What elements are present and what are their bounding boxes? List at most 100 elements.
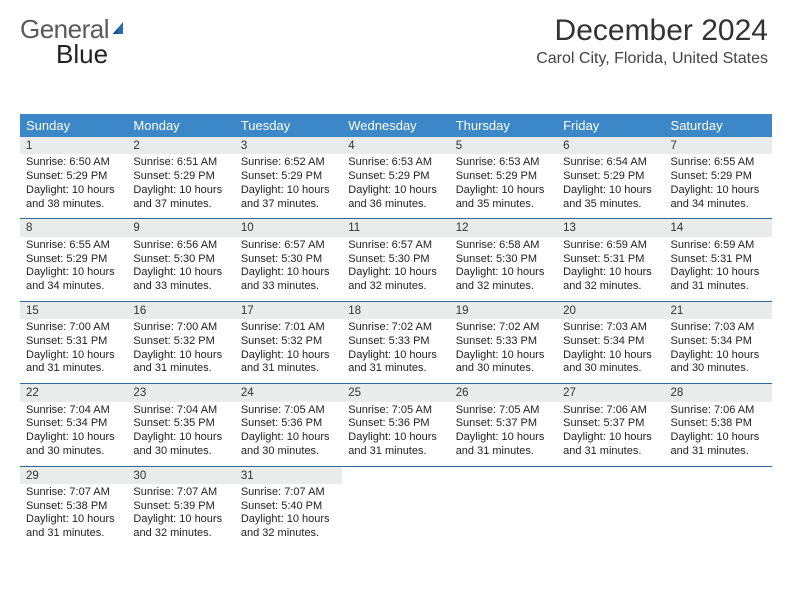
- sunrise-text: Sunrise: 6:59 AM: [563, 239, 658, 253]
- sunrise-text: Sunrise: 6:57 AM: [348, 239, 443, 253]
- day-number: 1: [20, 137, 127, 154]
- sunset-text: Sunset: 5:33 PM: [456, 335, 551, 349]
- sunset-text: Sunset: 5:29 PM: [563, 170, 658, 184]
- day-cell: Sunrise: 7:05 AMSunset: 5:37 PMDaylight:…: [450, 402, 557, 467]
- daylight-text: Daylight: 10 hours and 31 minutes.: [563, 431, 658, 459]
- sunrise-text: Sunrise: 6:50 AM: [26, 156, 121, 170]
- day-cell: Sunrise: 7:07 AMSunset: 5:39 PMDaylight:…: [127, 484, 234, 548]
- daylight-text: Daylight: 10 hours and 31 minutes.: [133, 349, 228, 377]
- daylight-text: Daylight: 10 hours and 30 minutes.: [671, 349, 766, 377]
- daylight-text: Daylight: 10 hours and 38 minutes.: [26, 184, 121, 212]
- day-cell: Sunrise: 6:58 AMSunset: 5:30 PMDaylight:…: [450, 237, 557, 302]
- calendar-body: 1234567Sunrise: 6:50 AMSunset: 5:29 PMDa…: [20, 137, 772, 548]
- day-number: 19: [450, 302, 557, 319]
- day-number: 15: [20, 302, 127, 319]
- sunrise-text: Sunrise: 7:04 AM: [133, 404, 228, 418]
- day-content-row: Sunrise: 7:00 AMSunset: 5:31 PMDaylight:…: [20, 319, 772, 384]
- sail-icon: [111, 18, 128, 38]
- sunset-text: Sunset: 5:35 PM: [133, 417, 228, 431]
- day-number: 4: [342, 137, 449, 154]
- sunset-text: Sunset: 5:36 PM: [348, 417, 443, 431]
- day-number: 16: [127, 302, 234, 319]
- daylight-text: Daylight: 10 hours and 31 minutes.: [348, 431, 443, 459]
- day-content-row: Sunrise: 7:04 AMSunset: 5:34 PMDaylight:…: [20, 402, 772, 467]
- sunrise-text: Sunrise: 6:53 AM: [456, 156, 551, 170]
- day-number: [450, 467, 557, 484]
- day-number-row: 15161718192021: [20, 302, 772, 319]
- sunset-text: Sunset: 5:32 PM: [133, 335, 228, 349]
- day-content-row: Sunrise: 6:50 AMSunset: 5:29 PMDaylight:…: [20, 154, 772, 219]
- day-number: 24: [235, 384, 342, 401]
- sunset-text: Sunset: 5:33 PM: [348, 335, 443, 349]
- weekday-header: Saturday: [665, 114, 772, 137]
- sunrise-text: Sunrise: 7:06 AM: [563, 404, 658, 418]
- day-number-row: 1234567: [20, 137, 772, 154]
- day-number: [342, 467, 449, 484]
- page-title: December 2024: [536, 14, 768, 48]
- day-number: 29: [20, 467, 127, 484]
- daylight-text: Daylight: 10 hours and 37 minutes.: [241, 184, 336, 212]
- daylight-text: Daylight: 10 hours and 30 minutes.: [26, 431, 121, 459]
- sunset-text: Sunset: 5:30 PM: [456, 253, 551, 267]
- daylight-text: Daylight: 10 hours and 33 minutes.: [133, 266, 228, 294]
- daylight-text: Daylight: 10 hours and 30 minutes.: [241, 431, 336, 459]
- day-cell: Sunrise: 6:52 AMSunset: 5:29 PMDaylight:…: [235, 154, 342, 219]
- page-subtitle: Carol City, Florida, United States: [536, 50, 768, 68]
- day-content-row: Sunrise: 7:07 AMSunset: 5:38 PMDaylight:…: [20, 484, 772, 548]
- sunset-text: Sunset: 5:36 PM: [241, 417, 336, 431]
- sunrise-text: Sunrise: 6:57 AM: [241, 239, 336, 253]
- day-cell: Sunrise: 7:00 AMSunset: 5:32 PMDaylight:…: [127, 319, 234, 384]
- sunrise-text: Sunrise: 7:01 AM: [241, 321, 336, 335]
- day-number: 2: [127, 137, 234, 154]
- day-number: 13: [557, 219, 664, 236]
- sunset-text: Sunset: 5:34 PM: [26, 417, 121, 431]
- day-cell: Sunrise: 6:55 AMSunset: 5:29 PMDaylight:…: [20, 237, 127, 302]
- daylight-text: Daylight: 10 hours and 37 minutes.: [133, 184, 228, 212]
- sunrise-text: Sunrise: 7:03 AM: [671, 321, 766, 335]
- day-number: 11: [342, 219, 449, 236]
- day-number: 21: [665, 302, 772, 319]
- day-cell: Sunrise: 6:57 AMSunset: 5:30 PMDaylight:…: [342, 237, 449, 302]
- day-cell: [557, 484, 664, 548]
- day-number: 18: [342, 302, 449, 319]
- day-cell: Sunrise: 7:00 AMSunset: 5:31 PMDaylight:…: [20, 319, 127, 384]
- day-cell: Sunrise: 6:53 AMSunset: 5:29 PMDaylight:…: [450, 154, 557, 219]
- day-number: 17: [235, 302, 342, 319]
- daylight-text: Daylight: 10 hours and 32 minutes.: [456, 266, 551, 294]
- day-number: [665, 467, 772, 484]
- sunset-text: Sunset: 5:32 PM: [241, 335, 336, 349]
- day-cell: Sunrise: 7:01 AMSunset: 5:32 PMDaylight:…: [235, 319, 342, 384]
- logo-text-2: Blue: [56, 39, 108, 69]
- daylight-text: Daylight: 10 hours and 34 minutes.: [671, 184, 766, 212]
- day-cell: Sunrise: 6:55 AMSunset: 5:29 PMDaylight:…: [665, 154, 772, 219]
- sunset-text: Sunset: 5:38 PM: [671, 417, 766, 431]
- day-number: 10: [235, 219, 342, 236]
- header: December 2024 Carol City, Florida, Unite…: [536, 14, 768, 68]
- day-cell: [665, 484, 772, 548]
- day-cell: Sunrise: 7:03 AMSunset: 5:34 PMDaylight:…: [557, 319, 664, 384]
- day-number: [557, 467, 664, 484]
- sunrise-text: Sunrise: 6:51 AM: [133, 156, 228, 170]
- sunset-text: Sunset: 5:40 PM: [241, 500, 336, 514]
- day-number: 27: [557, 384, 664, 401]
- sunrise-text: Sunrise: 6:56 AM: [133, 239, 228, 253]
- sunrise-text: Sunrise: 7:05 AM: [241, 404, 336, 418]
- sunrise-text: Sunrise: 7:04 AM: [26, 404, 121, 418]
- sunset-text: Sunset: 5:29 PM: [348, 170, 443, 184]
- weekday-header: Sunday: [20, 114, 127, 137]
- sunset-text: Sunset: 5:31 PM: [563, 253, 658, 267]
- daylight-text: Daylight: 10 hours and 31 minutes.: [671, 431, 766, 459]
- sunset-text: Sunset: 5:29 PM: [241, 170, 336, 184]
- day-cell: Sunrise: 7:02 AMSunset: 5:33 PMDaylight:…: [450, 319, 557, 384]
- sunset-text: Sunset: 5:31 PM: [671, 253, 766, 267]
- day-number: 3: [235, 137, 342, 154]
- day-cell: Sunrise: 6:53 AMSunset: 5:29 PMDaylight:…: [342, 154, 449, 219]
- sunset-text: Sunset: 5:29 PM: [26, 170, 121, 184]
- daylight-text: Daylight: 10 hours and 35 minutes.: [456, 184, 551, 212]
- day-number-row: 293031: [20, 467, 772, 484]
- day-cell: [342, 484, 449, 548]
- daylight-text: Daylight: 10 hours and 31 minutes.: [671, 266, 766, 294]
- sunset-text: Sunset: 5:31 PM: [26, 335, 121, 349]
- day-number: 9: [127, 219, 234, 236]
- day-number: 26: [450, 384, 557, 401]
